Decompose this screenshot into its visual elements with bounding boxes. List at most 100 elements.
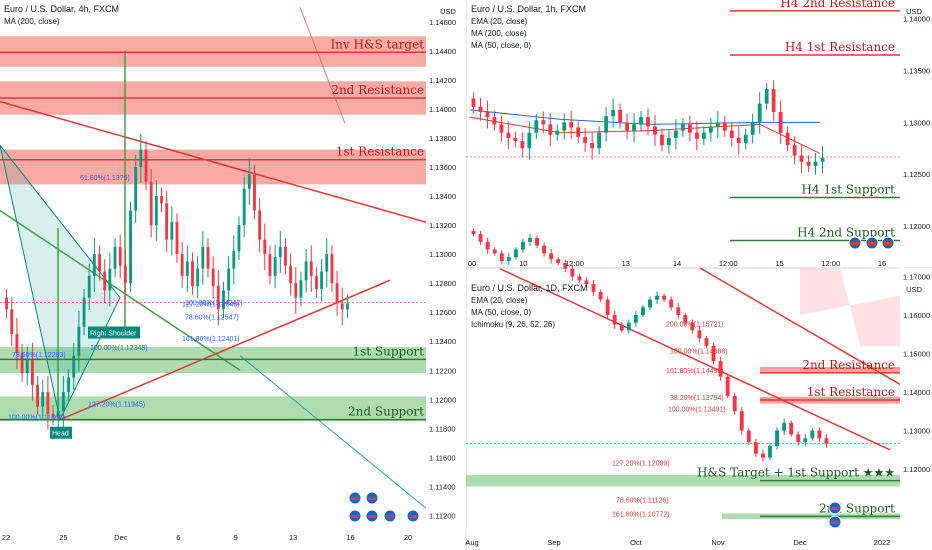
candle-body <box>690 322 695 331</box>
candle-body <box>492 117 497 125</box>
candle-body <box>325 254 329 272</box>
candle-body <box>123 265 127 284</box>
candle-body <box>611 109 616 117</box>
candle-body <box>278 246 282 258</box>
currency-label: USD <box>906 7 922 16</box>
fib-label: 161.80%(1.14493) <box>666 368 724 375</box>
candle-body <box>697 330 702 339</box>
y-tick-label: 1.17000 <box>903 272 930 281</box>
candle-body <box>98 254 101 272</box>
fib-label: 127.20%(1.11945) <box>88 402 145 409</box>
flag-icon <box>368 515 376 518</box>
candle-body <box>771 89 776 112</box>
candle-body <box>160 196 163 204</box>
resistance-zone <box>760 367 900 374</box>
candle-body <box>683 315 688 323</box>
panel-4h-indicator: MA (200, close) <box>4 17 60 26</box>
x-tick-label: 25 <box>59 533 67 542</box>
candle-body <box>548 124 553 135</box>
fib-label: 127.20%(1.12646) <box>182 301 240 308</box>
candle-body <box>556 259 561 263</box>
candle-body <box>792 145 797 156</box>
candle-body <box>563 262 568 269</box>
y-tick-label: 1.13500 <box>903 66 930 75</box>
support-zone <box>0 396 426 422</box>
panel-4h-title: Euro / U.S. Dollar, 4h, FXCM <box>4 4 119 14</box>
candle-body <box>485 241 490 250</box>
y-tick-label: 1.12000 <box>903 465 930 474</box>
candle-body <box>660 134 664 146</box>
x-tick-label: Sep <box>547 538 560 547</box>
candle-body <box>625 122 629 131</box>
y-tick-label: 1.14000 <box>429 105 456 114</box>
candle-body <box>284 246 287 266</box>
x-tick-label: 2022 <box>874 538 891 547</box>
candle-body <box>315 275 318 289</box>
panel-1d-indicator-ma: MA (50, close, 0) <box>471 308 531 317</box>
ma50-line <box>469 109 820 125</box>
panel-1h-indicator-ema: EMA (20, close) <box>471 17 528 26</box>
candle-body <box>736 137 741 144</box>
y-tick-label: 1.13600 <box>429 163 456 172</box>
candle-body <box>646 117 650 127</box>
x-tick-label: Nov <box>711 538 725 547</box>
support-label: H4 1st Support <box>802 182 896 196</box>
candle-body <box>626 322 631 331</box>
candle-body <box>715 122 720 127</box>
down-trendline <box>499 268 891 451</box>
x-tick-label: 12:00 <box>719 259 738 268</box>
y-tick-label: 1.15000 <box>903 350 930 359</box>
y-tick-label: 1.12200 <box>429 366 456 375</box>
candle-body <box>542 245 547 254</box>
flag-icon <box>368 497 376 500</box>
candle-body <box>598 291 603 300</box>
flag-icon <box>831 521 839 524</box>
candle-body <box>597 132 602 149</box>
x-tick-label: 16 <box>346 533 354 542</box>
fib-label: 127.20%(1.12089) <box>612 460 670 467</box>
candle-body <box>139 149 143 167</box>
candle-body <box>211 268 215 287</box>
candle-body <box>704 338 709 346</box>
candle-body <box>320 271 324 289</box>
y-tick-label: 1.13200 <box>429 221 456 230</box>
candle-body <box>36 384 39 407</box>
flag-icon <box>851 242 859 245</box>
candle-body <box>471 98 476 107</box>
candle-body <box>87 275 91 298</box>
ema20-line <box>469 116 821 154</box>
y-tick-label: 1.14200 <box>429 76 456 85</box>
resistance-label: H4 1st Resistance <box>785 40 895 54</box>
candle-body <box>591 284 596 292</box>
candle-body <box>687 124 692 133</box>
candle-body <box>750 122 755 135</box>
x-tick-label: 00 <box>468 259 476 268</box>
y-tick-label: 1.14400 <box>429 47 456 56</box>
candle-body <box>129 210 132 284</box>
shoulder-tag-bg <box>88 326 140 339</box>
candle-body <box>655 295 659 300</box>
currency-label: USD <box>906 285 922 294</box>
flag-icon <box>351 515 359 518</box>
resistance-label: H4 2nd Resistance <box>780 0 895 10</box>
fib-label: 100.00%(1.13491) <box>668 406 726 413</box>
candle-body <box>309 261 313 276</box>
candle-body <box>757 103 762 123</box>
candle-body <box>294 283 298 298</box>
resistance-label: 1st Resistance <box>807 385 895 399</box>
candle-body <box>335 283 339 304</box>
x-tick-label: 10 <box>519 259 527 268</box>
fib-label: 78.60%(1.12283) <box>12 352 66 359</box>
panel-1d-indicator-ichimoku: Ichimoku (9, 26, 52, 26) <box>471 320 555 329</box>
candle-body <box>541 120 546 125</box>
candle-body <box>485 111 490 118</box>
candle-body <box>175 222 179 255</box>
candle-body <box>82 297 86 327</box>
ma200-line <box>299 7 346 124</box>
head-tag: Head <box>52 431 69 438</box>
y-tick-label: 1.14000 <box>903 388 930 397</box>
panel-1h-indicator-ma50: MA (50, close, 0) <box>471 41 531 50</box>
candle-body <box>242 188 246 226</box>
candle-body <box>680 124 685 131</box>
